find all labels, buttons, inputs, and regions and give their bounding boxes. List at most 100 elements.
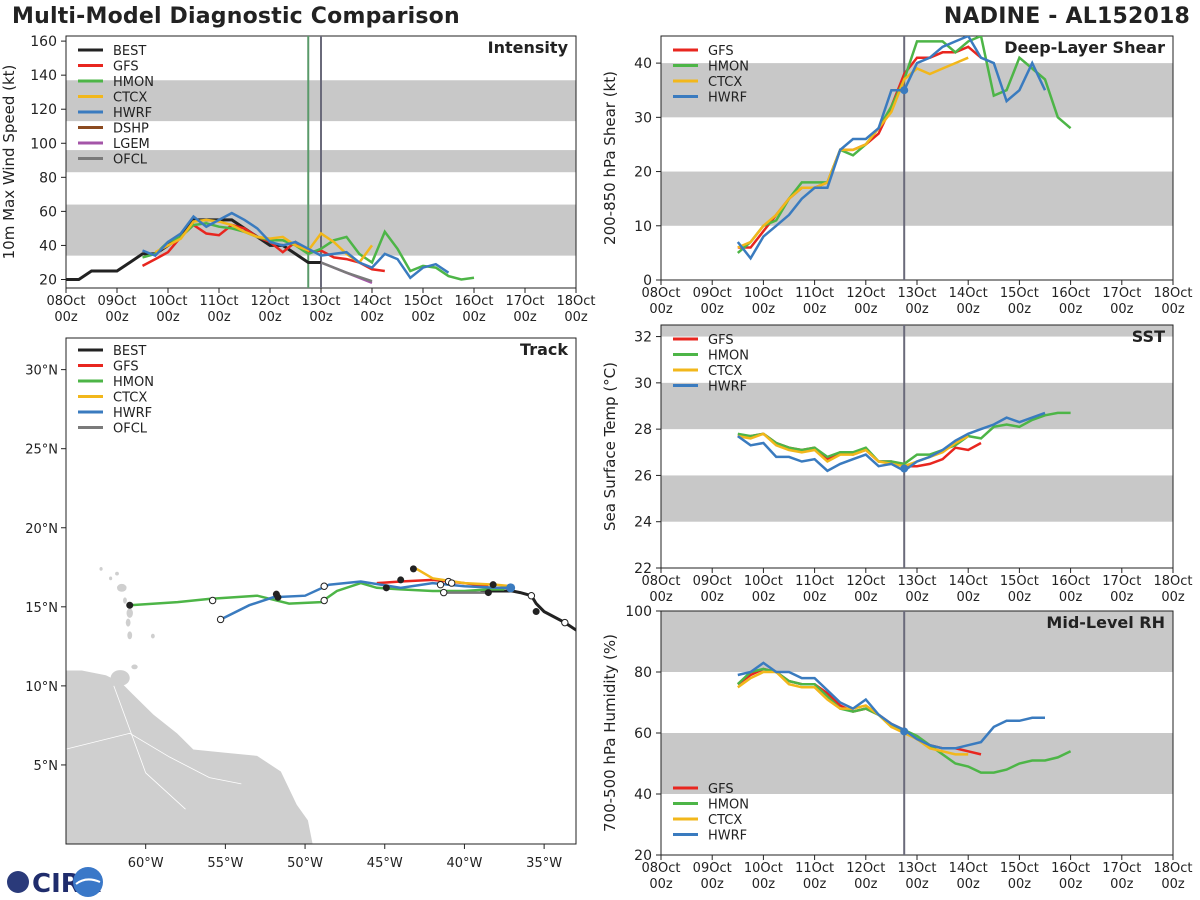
track-point-hmon — [382, 584, 390, 592]
island — [131, 664, 138, 670]
shear-legend-label-ctcx: CTCX — [708, 75, 742, 90]
track-xtick-label: 55°W — [207, 856, 243, 871]
shear-xtick-label: 16Oct — [1051, 286, 1090, 301]
intensity-series-ofcl — [320, 261, 373, 283]
intensity-series-hmon — [142, 222, 475, 281]
intensity-series-ctcx — [154, 218, 374, 265]
track-title: Track — [520, 340, 568, 359]
shear-xtick-label: 00z — [905, 302, 929, 317]
track-point-best — [527, 592, 536, 600]
intensity-ytick-label: 40 — [39, 238, 57, 254]
track-point-best — [532, 608, 540, 616]
shear-xtick-label: 00z — [649, 302, 673, 317]
intensity-xtick-label: 00z — [105, 310, 129, 325]
sst-xtick-label: 00z — [752, 590, 776, 605]
rh-xtick-label: 08Oct — [641, 861, 680, 876]
shear-band-1 — [661, 63, 1173, 118]
track-point-ctcx — [447, 579, 456, 587]
sst-title: SST — [1132, 327, 1165, 346]
island — [125, 618, 131, 627]
track-point-hwrf — [320, 582, 328, 590]
island — [150, 633, 155, 639]
intensity-ytick-label: 160 — [30, 34, 57, 50]
track-point-ctcx — [489, 581, 497, 589]
island — [127, 631, 133, 640]
chart-intensity: 2040608010012014016008Oct00z09Oct00z10Oc… — [0, 34, 596, 325]
shear-band-0 — [661, 171, 1173, 226]
sst-series-hwrf — [737, 411, 1046, 473]
country-border — [66, 732, 242, 785]
rh-xtick-label: 14Oct — [949, 861, 988, 876]
shear-xtick-label: 17Oct — [1102, 286, 1141, 301]
intensity-legend-label-best: BEST — [113, 44, 146, 59]
rh-legend-label-hmon: HMON — [708, 798, 749, 813]
sst-legend-label-hwrf: HWRF — [708, 380, 747, 395]
shear-xtick-label: 00z — [1161, 302, 1185, 317]
island — [109, 576, 113, 581]
track-point-gfs — [397, 576, 405, 584]
track-point-hmon — [126, 601, 134, 609]
track-frame — [65, 337, 577, 845]
rh-ytick-label: 80 — [634, 665, 652, 681]
track-legend-label-best: BEST — [113, 344, 146, 359]
rh-xtick-label: 00z — [649, 877, 673, 892]
rh-xtick-label: 00z — [905, 877, 929, 892]
intensity-xtick-label: 10Oct — [148, 294, 187, 309]
shear-series-ctcx — [737, 56, 969, 249]
track-ytick-label: 5°N — [34, 759, 59, 774]
rh-xtick-label: 15Oct — [1000, 861, 1039, 876]
sst-legend-label-hmon: HMON — [708, 349, 749, 364]
rh-ylabel: 700-500 hPa Humidity (%) — [601, 634, 619, 832]
shear-xtick-label: 15Oct — [1000, 286, 1039, 301]
island — [123, 597, 127, 604]
rh-xtick-label: 00z — [803, 877, 827, 892]
intensity-xtick-label: 00z — [411, 310, 435, 325]
rh-band-1 — [661, 611, 1173, 672]
track-legend-label-hwrf: HWRF — [113, 406, 152, 421]
sst-xtick-label: 00z — [649, 590, 673, 605]
track-xtick-label: 50°W — [287, 856, 323, 871]
track-point-ofcl — [484, 589, 492, 597]
intensity-ytick-label: 20 — [39, 272, 57, 288]
chart-rh: 2040608010008Oct00z09Oct00z10Oct00z11Oct… — [601, 604, 1193, 892]
island — [110, 670, 130, 686]
sst-ytick-label: 32 — [634, 330, 652, 346]
intensity-legend-label-hwrf: HWRF — [113, 106, 152, 121]
shear-legend-label-gfs: GFS — [708, 44, 734, 59]
shear-xtick-label: 08Oct — [641, 286, 680, 301]
intensity-xtick-label: 00z — [564, 310, 588, 325]
island — [115, 571, 119, 576]
rh-ytick-label: 100 — [625, 604, 652, 620]
sst-xtick-label: 09Oct — [693, 574, 732, 589]
track-point-hwrf — [274, 593, 282, 601]
page-title: Multi-Model Diagnostic Comparison — [12, 4, 460, 29]
rh-legend-label-gfs: GFS — [708, 782, 734, 797]
track-hmon — [129, 581, 505, 607]
shear-analysis-marker — [900, 86, 909, 95]
track-ytick-label: 15°N — [25, 601, 58, 616]
chart-track: 60°W 55°W 50°W 45°W 40°W 35°W 5°N 10°N 15°N 20°N 2… — [25, 337, 577, 871]
sst-xtick-label: 00z — [1008, 590, 1032, 605]
rh-xtick-label: 18Oct — [1153, 861, 1192, 876]
intensity-ytick-label: 140 — [30, 68, 57, 84]
shear-series-hwrf — [736, 36, 1047, 261]
shear-legend-label-hmon: HMON — [708, 60, 749, 75]
intensity-xtick-label: 09Oct — [97, 294, 136, 309]
shear-xtick-label: 00z — [854, 302, 878, 317]
track-xtick-label: 60°W — [128, 856, 164, 871]
intensity-legend-label-ofcl: OFCL — [113, 153, 148, 168]
rh-xtick-label: 12Oct — [846, 861, 885, 876]
rh-xtick-label: 00z — [854, 877, 878, 892]
rh-xtick-label: 00z — [1110, 877, 1134, 892]
sst-ytick-label: 24 — [634, 515, 652, 531]
sst-band-2 — [661, 325, 1173, 337]
rh-xtick-label: 00z — [1059, 877, 1083, 892]
island — [117, 583, 127, 592]
rh-ytick-label: 60 — [634, 726, 652, 742]
island — [99, 566, 103, 571]
rh-xtick-label: 00z — [1008, 877, 1032, 892]
sst-analysis-marker — [900, 464, 909, 473]
track-xtick-label: 45°W — [367, 856, 403, 871]
sst-xtick-label: 17Oct — [1102, 574, 1141, 589]
